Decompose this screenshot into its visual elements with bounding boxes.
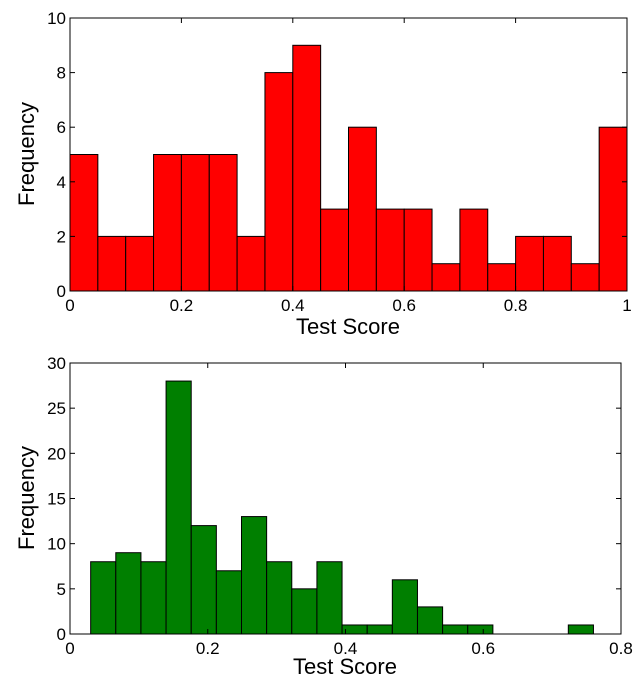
histogram-bar [403,208,433,292]
histogram-bar [467,624,494,635]
x-tick-label: 0 [65,639,74,658]
y-axis-title-bottom: Frequency [14,446,39,550]
x-tick-label: 0.6 [471,639,495,658]
histogram-bar [208,154,238,292]
histogram-bar [215,570,242,635]
x-tick-label: 0.2 [196,639,220,658]
y-tick-label: 5 [57,580,66,599]
bars-top [69,44,628,292]
histogram-bar [69,154,99,292]
histogram-bar [375,208,405,292]
histogram-bar [125,235,155,292]
x-tick-label: 0.2 [170,296,194,315]
y-tick-label: 0 [57,282,66,301]
y-tick-label: 15 [47,490,66,509]
histogram-bar [264,72,294,292]
histogram-bar [542,235,572,292]
histogram-bar [140,561,167,635]
histogram-bar [515,235,544,292]
histogram-bar [90,561,117,635]
x-tick-label: 0.4 [281,296,305,315]
ticks-top [69,17,628,292]
histogram-bar [316,561,343,635]
ticks-bottom [69,362,622,635]
bars-bottom [90,380,594,635]
x-axis-title-bottom: Test Score [293,654,397,679]
histogram-bar [153,154,182,292]
histogram-bar [97,235,127,292]
y-tick-label: 4 [57,173,66,192]
histogram-bar [190,525,217,635]
histogram-bar [366,624,393,635]
axes-frame-top [69,17,628,292]
histogram-bar [598,126,628,292]
histogram-bar [236,235,266,292]
y-tick-label: 20 [47,444,66,463]
histogram-bar [487,263,517,292]
histogram-bar [241,516,268,635]
histogram-bar [570,263,600,292]
histogram-bar [180,154,210,292]
y-tick-label: 0 [57,625,66,644]
y-tick-label: 6 [57,118,66,137]
tick-labels-bottom: 0 0.2 0.4 0.6 0.8 0 5 10 15 20 25 30 [47,354,633,658]
histogram-bar [348,126,377,292]
y-tick-label: 25 [47,399,66,418]
histogram-bar [459,208,489,292]
x-tick-label: 0 [65,296,74,315]
histogram-bar [431,263,461,292]
histogram-bar [416,606,444,635]
histogram-bar [165,380,192,635]
x-tick-label: 0.4 [334,639,358,658]
x-tick-label: 0.8 [504,296,528,315]
x-tick-label: 0.8 [609,639,633,658]
y-tick-label: 8 [57,64,66,83]
x-axis-title-top: Test Score [296,314,400,339]
y-tick-label: 10 [47,535,66,554]
y-tick-label: 30 [47,354,66,373]
y-tick-label: 10 [47,9,66,28]
histogram-bar [266,561,293,635]
histogram-bar [567,624,594,635]
histogram-bar [291,588,318,635]
histogram-bar [320,208,349,292]
histogram-bar [391,579,418,635]
x-tick-label: 1 [622,296,631,315]
y-axis-title-top: Frequency [14,102,39,206]
histogram-bar [115,552,142,635]
y-tick-label: 2 [57,227,66,246]
histogram-bar [442,624,469,635]
histogram-bar [292,44,322,292]
histogram-bottom: 0 0.2 0.4 0.6 0.8 0 5 10 15 20 25 30 Test Score Fre… [14,354,633,679]
x-tick-label: 0.6 [392,296,416,315]
